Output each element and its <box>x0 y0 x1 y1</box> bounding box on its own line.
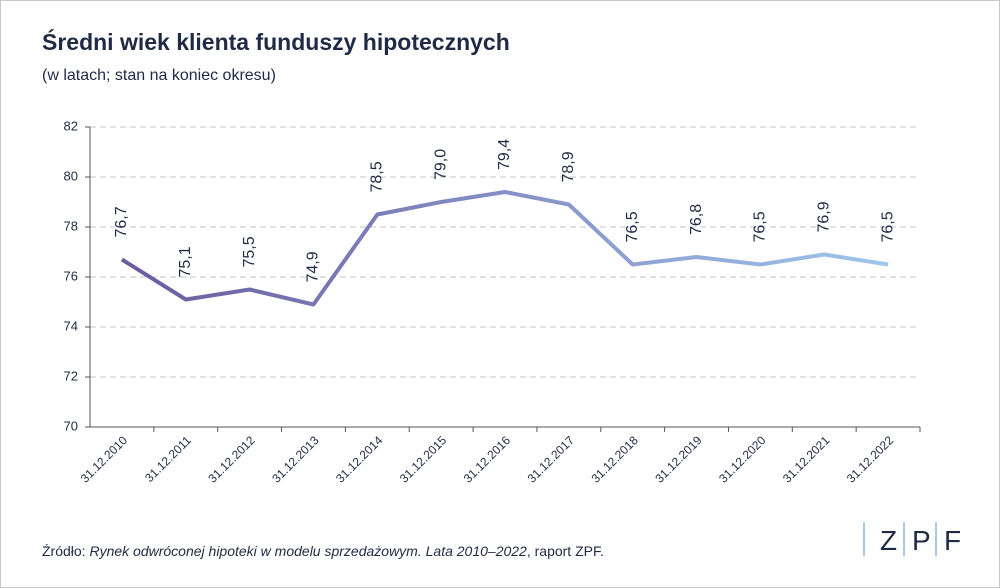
x-tick-label: 31.12.2014 <box>333 433 386 486</box>
chart-title: Średni wiek klienta funduszy hipotecznyc… <box>42 28 510 55</box>
value-label: 75,1 <box>177 246 194 277</box>
source: Źródło: Rynek odwróconej hipoteki w mode… <box>42 543 604 559</box>
value-label: 76,7 <box>113 206 130 237</box>
x-tick-label: 31.12.2010 <box>78 433 131 486</box>
x-tick-label: 31.12.2012 <box>205 433 258 486</box>
value-label: 76,8 <box>688 204 705 235</box>
x-tick-label: 31.12.2011 <box>142 433 194 485</box>
chart-subtitle: (w latach; stan na koniec okresu) <box>42 67 276 84</box>
value-label: 76,9 <box>815 201 832 232</box>
logo-letter: F <box>944 525 961 556</box>
data-line <box>120 190 889 307</box>
value-label: 75,5 <box>241 236 258 267</box>
logo-letter: Z <box>880 525 897 556</box>
source-prefix: Źródło: <box>42 543 89 559</box>
value-label: 78,9 <box>560 151 577 182</box>
y-tick-label: 78 <box>64 218 78 233</box>
y-tick-label: 72 <box>64 368 78 383</box>
value-label: 79,4 <box>496 139 513 170</box>
value-label: 76,5 <box>752 211 769 242</box>
y-tick-label: 80 <box>64 168 78 183</box>
x-tick-label: 31.12.2022 <box>844 433 897 486</box>
x-tick-label: 31.12.2017 <box>525 433 578 486</box>
value-label: 76,5 <box>879 211 896 242</box>
value-label: 79,0 <box>432 149 449 180</box>
value-label: 78,5 <box>369 161 386 192</box>
x-tick-label: 31.12.2019 <box>652 433 705 486</box>
x-tick-label: 31.12.2016 <box>461 433 514 486</box>
value-label: 74,9 <box>305 251 322 282</box>
source-title: Rynek odwróconej hipoteki w modelu sprze… <box>89 543 527 559</box>
x-tick-label: 31.12.2021 <box>780 433 833 486</box>
value-label: 76,5 <box>624 211 641 242</box>
x-tick-label: 31.12.2018 <box>588 433 641 486</box>
x-tick-label: 31.12.2020 <box>716 433 769 486</box>
source-suffix: , raport ZPF. <box>527 543 604 559</box>
y-tick-label: 76 <box>64 268 78 283</box>
x-tick-label: 31.12.2013 <box>269 433 322 486</box>
logo: Z P F <box>863 522 961 556</box>
y-tick-label: 82 <box>64 118 78 133</box>
y-tick-label: 70 <box>64 418 78 433</box>
y-tick-label: 74 <box>64 318 78 333</box>
x-tick-label: 31.12.2015 <box>397 433 450 486</box>
logo-letter: P <box>912 525 931 556</box>
